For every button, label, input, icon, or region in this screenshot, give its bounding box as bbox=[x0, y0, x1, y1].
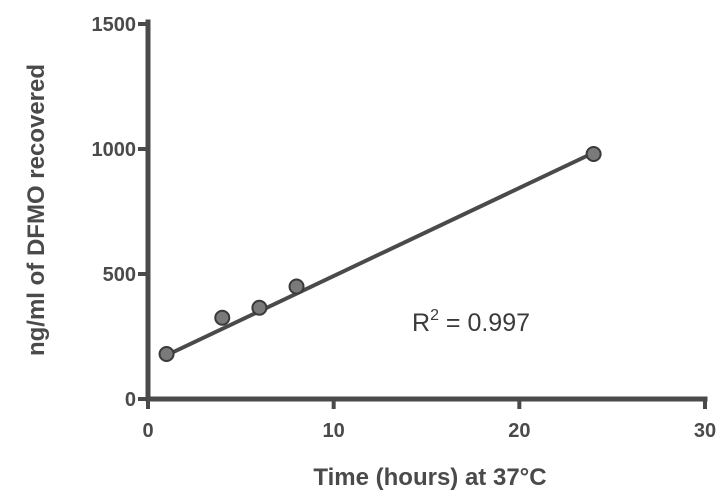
data-point bbox=[587, 147, 601, 161]
r-squared-value: = 0.997 bbox=[439, 309, 530, 337]
x-tick-label: 20 bbox=[508, 420, 530, 442]
r-squared-superscript: 2 bbox=[430, 307, 439, 324]
data-point bbox=[215, 311, 229, 325]
x-tick-label: 0 bbox=[142, 420, 153, 442]
data-point bbox=[252, 301, 266, 315]
x-tick-label: 30 bbox=[694, 420, 716, 442]
x-ticks: 0 10 20 30 bbox=[142, 399, 716, 442]
data-point bbox=[290, 280, 304, 294]
y-ticks: 0 500 1000 1500 bbox=[92, 14, 149, 411]
data-point bbox=[160, 347, 174, 361]
axes bbox=[148, 22, 705, 399]
y-tick-label: 0 bbox=[125, 389, 136, 411]
x-tick-label: 10 bbox=[323, 420, 345, 442]
y-tick-label: 500 bbox=[103, 264, 136, 286]
r-squared-prefix: R bbox=[412, 309, 430, 337]
y-tick-label: 1500 bbox=[92, 14, 137, 36]
x-axis-title: Time (hours) at 37°C bbox=[313, 464, 546, 491]
y-tick-label: 1000 bbox=[92, 139, 137, 161]
r-squared-annotation: R2 = 0.997 bbox=[412, 307, 530, 337]
y-axis-title: ng/ml of DFMO recovered bbox=[23, 64, 50, 356]
